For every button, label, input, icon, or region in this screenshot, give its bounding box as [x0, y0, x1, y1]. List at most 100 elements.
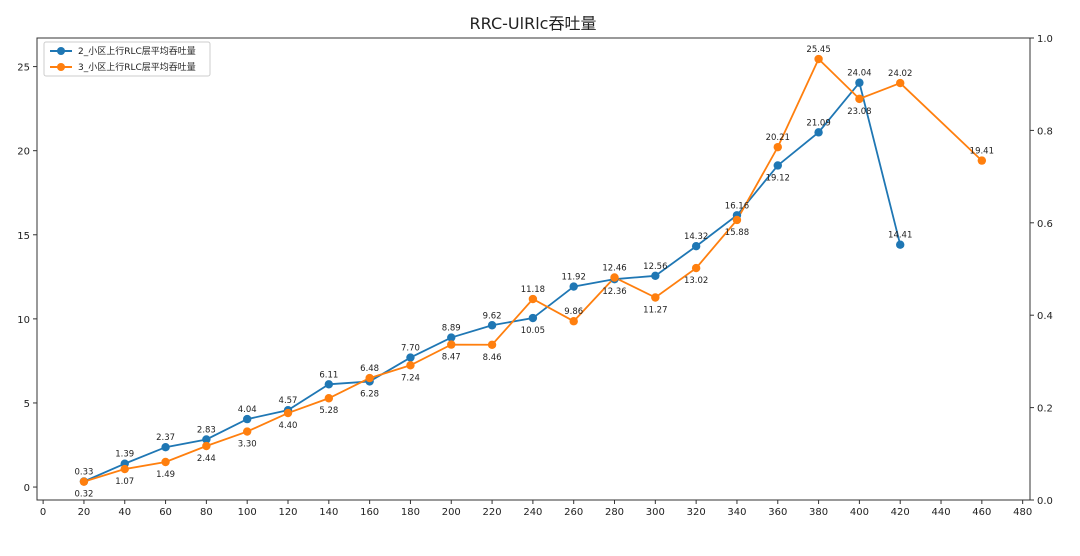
data-point — [569, 282, 578, 291]
series-line-2 — [83, 57, 983, 483]
data-point — [896, 240, 905, 249]
data-point — [896, 78, 905, 88]
x-tick-label: 60 — [159, 507, 172, 518]
data-point — [406, 361, 415, 370]
data-point — [528, 294, 538, 304]
data-point — [651, 293, 660, 302]
x-tick-label: 400 — [850, 507, 869, 518]
y-tick-label: 25 — [17, 63, 30, 74]
data-label: 5.28 — [319, 406, 338, 416]
data-label: 8.47 — [442, 353, 461, 363]
data-label: 25.45 — [806, 45, 830, 55]
data-point — [855, 94, 864, 104]
data-label: 12.36 — [602, 287, 626, 297]
x-tick-label: 20 — [78, 507, 91, 518]
x-tick-label: 260 — [564, 507, 583, 518]
data-label: 21.09 — [806, 118, 830, 128]
x-tick-label: 240 — [523, 507, 542, 518]
data-label: 24.02 — [888, 69, 912, 79]
data-point — [569, 317, 578, 326]
data-label: 6.11 — [319, 370, 338, 380]
data-label: 19.12 — [766, 173, 790, 183]
data-label: 1.07 — [115, 477, 134, 487]
x-tick-label: 180 — [401, 507, 420, 518]
x-tick-label: 420 — [891, 507, 910, 518]
x-tick-label: 360 — [768, 507, 787, 518]
data-label: 9.62 — [483, 311, 502, 321]
x-tick-label: 100 — [238, 507, 257, 518]
legend-label-series-1: 2_小区上行RLC层平均吞吐量 — [78, 45, 196, 57]
y-tick-label: 15 — [17, 231, 30, 242]
x-tick-label: 120 — [278, 507, 297, 518]
data-point — [691, 242, 701, 251]
data-point — [161, 457, 170, 467]
data-label: 10.05 — [521, 326, 545, 336]
data-point — [487, 321, 497, 330]
y2-tick-label: 0.6 — [1037, 219, 1053, 230]
y-tick-label: 5 — [24, 399, 30, 410]
data-label: 24.04 — [847, 69, 871, 79]
data-point — [161, 442, 170, 452]
data-point — [324, 380, 334, 389]
data-point — [814, 54, 823, 64]
y-tick-label: 10 — [17, 315, 30, 326]
y-tick-label: 0 — [24, 483, 30, 494]
data-label: 4.40 — [279, 421, 298, 431]
x-tick-label: 340 — [727, 507, 746, 518]
data-label: 9.86 — [564, 307, 583, 317]
x-tick-label: 460 — [972, 507, 991, 518]
data-label: 2.37 — [156, 433, 175, 443]
x-tick-label: 80 — [200, 507, 213, 518]
data-label: 23.08 — [847, 107, 871, 117]
x-tick-label: 200 — [442, 507, 461, 518]
plot-frame — [36, 37, 1031, 501]
x-tick-label: 140 — [319, 507, 338, 518]
x-tick-label: 300 — [646, 507, 665, 518]
data-label: 2.44 — [197, 454, 216, 464]
y2-tick-label: 0.4 — [1037, 311, 1053, 322]
data-label: 4.57 — [279, 396, 298, 406]
data-point — [365, 373, 374, 383]
data-point — [487, 340, 497, 349]
y2-tick-label: 0.2 — [1037, 404, 1053, 415]
data-label: 11.27 — [643, 306, 667, 316]
data-point — [447, 333, 456, 342]
data-point — [202, 441, 211, 451]
x-tick-label: 40 — [118, 507, 131, 518]
data-label: 13.02 — [684, 276, 708, 286]
data-point — [447, 340, 456, 349]
x-tick-label: 160 — [360, 507, 379, 518]
data-label: 2.83 — [197, 425, 216, 435]
x-tick-label: 380 — [809, 507, 828, 518]
data-label: 0.32 — [74, 490, 93, 500]
data-label: 20.21 — [766, 133, 790, 143]
data-label: 1.49 — [156, 470, 175, 480]
x-tick-label: 320 — [687, 507, 706, 518]
data-label: 12.46 — [602, 263, 626, 273]
data-label: 1.39 — [115, 450, 134, 460]
legend-label-series-2: 3_小区上行RLC层平均吞吐量 — [78, 61, 196, 73]
data-point — [120, 464, 129, 474]
data-point — [651, 271, 660, 281]
data-label: 0.33 — [74, 467, 93, 477]
data-label: 4.04 — [238, 405, 257, 415]
data-point — [610, 273, 619, 282]
data-point — [283, 408, 293, 418]
data-point — [814, 128, 823, 137]
y2-tick-label: 1.0 — [1037, 34, 1053, 45]
data-point — [242, 414, 252, 424]
y2-tick-label: 0.8 — [1037, 126, 1053, 137]
data-point — [691, 263, 701, 273]
x-tick-label: 440 — [931, 507, 950, 518]
data-point — [977, 156, 987, 165]
data-point — [732, 215, 742, 225]
data-point — [773, 161, 782, 170]
legend: 2_小区上行RLC层平均吞吐量 3_小区上行RLC层平均吞吐量 — [43, 41, 211, 77]
x-tick-label: 220 — [483, 507, 502, 518]
data-label: 7.70 — [401, 344, 420, 354]
data-label: 12.56 — [643, 262, 667, 272]
data-label: 14.41 — [888, 231, 912, 241]
x-tick-label: 280 — [605, 507, 624, 518]
data-label: 11.92 — [562, 273, 586, 283]
